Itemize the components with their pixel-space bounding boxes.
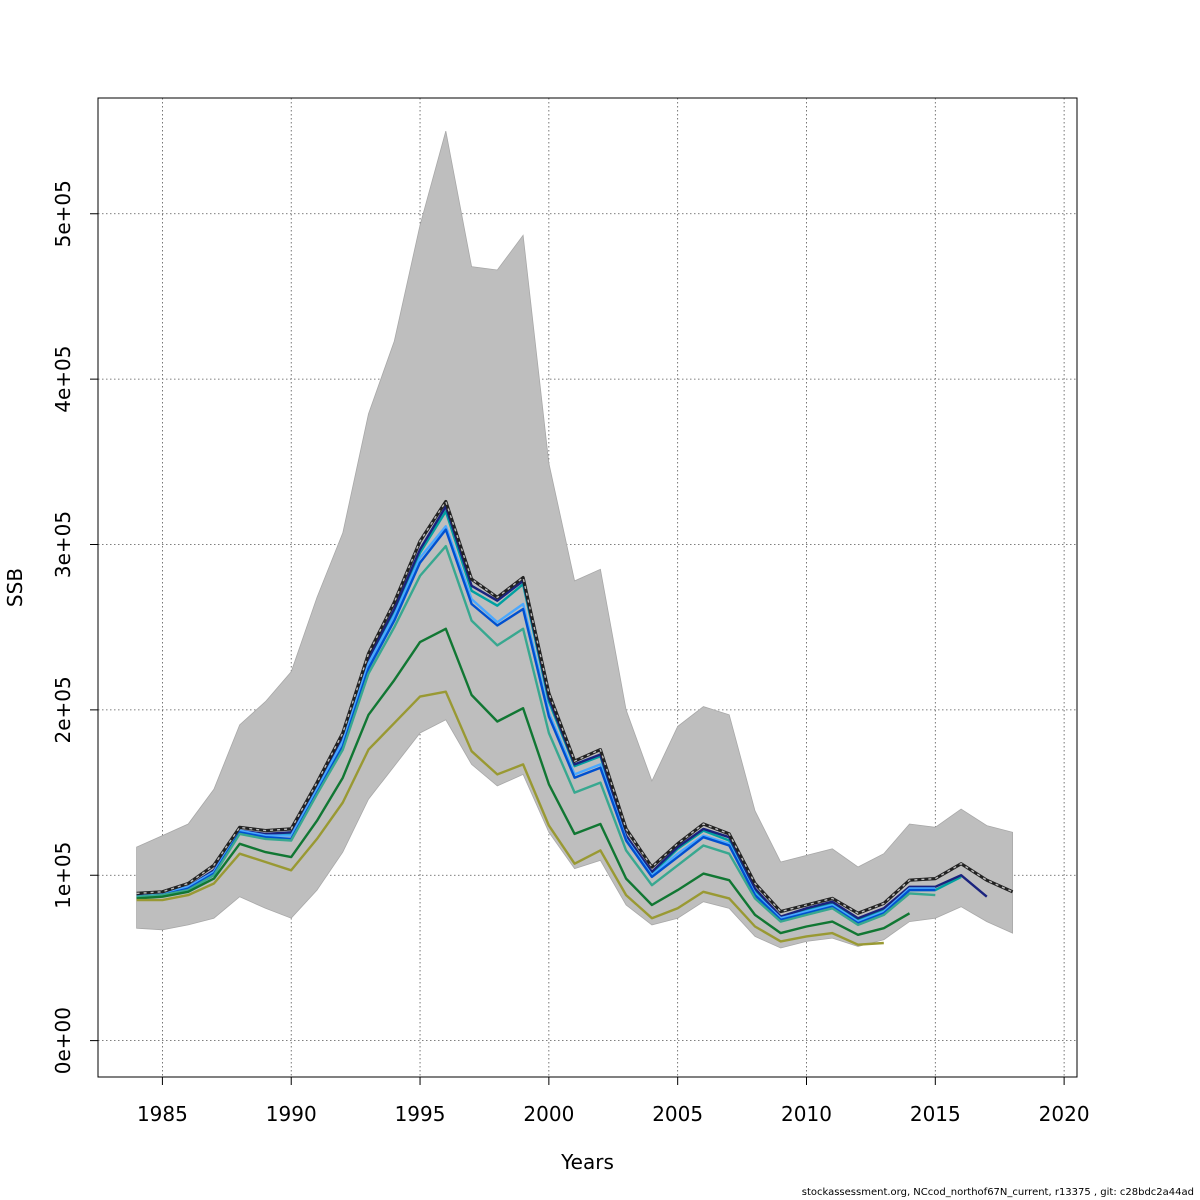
x-tick-label: 2010 [781,1102,832,1126]
y-tick-label: 0e+00 [51,1007,75,1074]
series-layer [136,499,1014,946]
confidence-band [136,130,1013,949]
y-tick-label: 3e+05 [51,511,75,578]
x-tick-label: 1985 [137,1102,188,1126]
y-tick-label: 1e+05 [51,842,75,909]
series-line-3 [136,528,936,925]
series-line-4 [136,545,936,927]
series-line-6 [136,690,884,946]
x-tick-label: 1990 [266,1102,317,1126]
y-tick-label: 4e+05 [51,346,75,413]
series-line-5 [136,627,911,936]
y-tick-label: 2e+05 [51,676,75,743]
plot-frame [97,97,1078,1078]
footer-credit: stockassessment.org, NCcod_northof67N_cu… [801,1187,1194,1198]
x-axis: 1985 1990 1995 2000 2005 2010 2015 2020 [137,1077,1090,1126]
y-axis-title: SSB [3,568,27,607]
y-tick-label: 5e+05 [51,180,75,247]
x-tick-label: 1995 [395,1102,446,1126]
y-axis: 0e+00 1e+05 2e+05 3e+05 4e+05 5e+05 [51,180,98,1074]
x-tick-label: 2015 [910,1102,961,1126]
x-tick-label: 2005 [652,1102,703,1126]
confidence-band-layer [136,130,1013,949]
x-tick-label: 2000 [523,1102,574,1126]
x-axis-title: Years [560,1150,614,1174]
series-line-7-dash [136,499,1013,915]
x-tick-label: 2020 [1039,1102,1090,1126]
